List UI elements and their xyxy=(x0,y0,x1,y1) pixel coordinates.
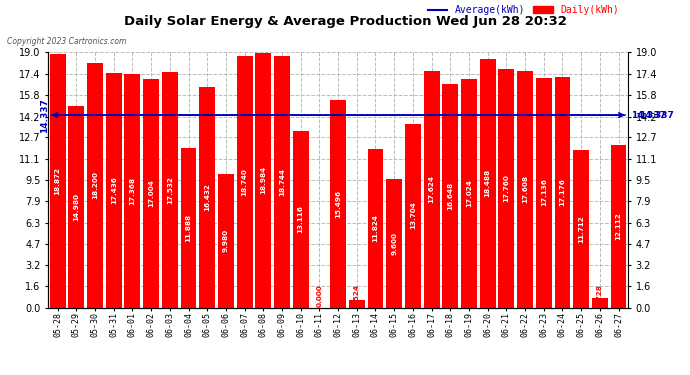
Text: 17.624: 17.624 xyxy=(428,175,435,203)
Bar xyxy=(255,53,271,307)
Text: 18.872: 18.872 xyxy=(55,167,61,195)
Text: 17.368: 17.368 xyxy=(130,177,135,205)
Text: Daily Solar Energy & Average Production Wed Jun 28 20:32: Daily Solar Energy & Average Production … xyxy=(124,15,566,28)
Bar xyxy=(50,54,66,307)
Text: 13.704: 13.704 xyxy=(410,202,416,229)
Text: 14.980: 14.980 xyxy=(73,193,79,221)
Text: 18.744: 18.744 xyxy=(279,168,285,196)
Text: 0.524: 0.524 xyxy=(354,284,359,307)
Bar xyxy=(536,78,552,308)
Bar xyxy=(480,59,495,308)
Text: 14.337: 14.337 xyxy=(640,111,674,120)
Bar xyxy=(293,132,308,308)
Text: 11.888: 11.888 xyxy=(186,214,192,242)
Bar xyxy=(218,174,234,308)
Bar xyxy=(237,56,253,308)
Text: 18.740: 18.740 xyxy=(241,168,248,196)
Bar xyxy=(442,84,458,308)
Bar xyxy=(349,300,365,307)
Bar xyxy=(611,145,627,308)
Text: 17.176: 17.176 xyxy=(560,178,566,206)
Text: 13.116: 13.116 xyxy=(297,206,304,233)
Bar xyxy=(498,69,514,308)
Text: 9.980: 9.980 xyxy=(223,229,229,252)
Text: 14.337: 14.337 xyxy=(631,111,667,120)
Bar xyxy=(368,149,384,308)
Text: 17.004: 17.004 xyxy=(148,180,154,207)
Text: 18.488: 18.488 xyxy=(484,170,491,198)
Text: 17.532: 17.532 xyxy=(167,176,172,204)
Text: 18.984: 18.984 xyxy=(260,166,266,194)
Bar xyxy=(517,71,533,308)
Bar xyxy=(181,148,197,308)
Bar xyxy=(162,72,178,308)
Text: 17.024: 17.024 xyxy=(466,179,472,207)
Text: 17.760: 17.760 xyxy=(504,174,509,202)
Text: 18.200: 18.200 xyxy=(92,171,98,199)
Text: 17.608: 17.608 xyxy=(522,176,528,203)
Bar xyxy=(68,106,84,308)
Text: Copyright 2023 Cartronics.com: Copyright 2023 Cartronics.com xyxy=(7,38,126,46)
Bar xyxy=(405,124,421,308)
Bar xyxy=(424,71,440,308)
Text: 17.136: 17.136 xyxy=(541,178,546,207)
Bar xyxy=(330,99,346,308)
Text: 11.824: 11.824 xyxy=(373,214,379,242)
Bar xyxy=(274,56,290,308)
Text: 11.712: 11.712 xyxy=(578,215,584,243)
Bar xyxy=(461,79,477,308)
Bar xyxy=(199,87,215,308)
Text: 15.496: 15.496 xyxy=(335,189,341,217)
Bar xyxy=(555,77,571,308)
Bar xyxy=(106,74,121,308)
Text: 16.432: 16.432 xyxy=(204,183,210,211)
Text: 14.337: 14.337 xyxy=(40,98,49,132)
Bar xyxy=(87,63,103,308)
Bar xyxy=(573,150,589,308)
Bar xyxy=(592,298,608,307)
Bar xyxy=(124,74,140,307)
Text: 0.728: 0.728 xyxy=(597,284,603,307)
Bar xyxy=(386,178,402,308)
Bar xyxy=(144,79,159,308)
Text: 16.648: 16.648 xyxy=(447,182,453,210)
Legend: Average(kWh), Daily(kWh): Average(kWh), Daily(kWh) xyxy=(424,1,623,19)
Text: 17.436: 17.436 xyxy=(110,177,117,204)
Text: 9.600: 9.600 xyxy=(391,232,397,255)
Text: 0.000: 0.000 xyxy=(317,284,322,307)
Text: 12.112: 12.112 xyxy=(615,212,622,240)
